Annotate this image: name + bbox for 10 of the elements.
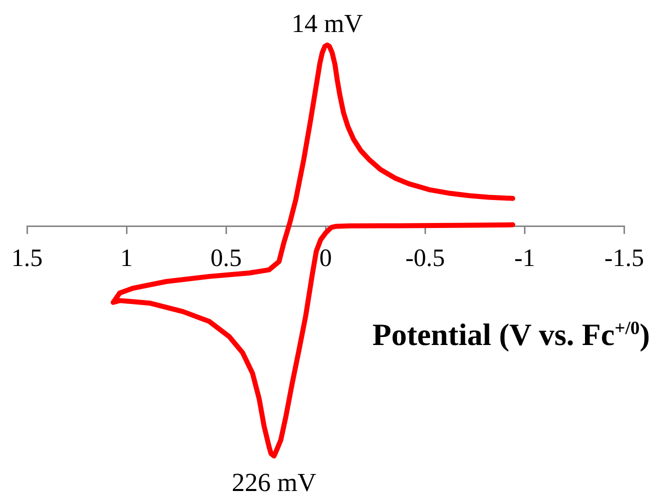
- x-tick-label: -0.5: [405, 244, 445, 272]
- x-tick-label: 0.5: [210, 244, 242, 272]
- x-tick-label: 1.5: [11, 244, 43, 272]
- x-tick-label: 1: [120, 244, 133, 272]
- x-tick-label: -1.5: [604, 244, 644, 272]
- annotation: 226 mV: [232, 468, 317, 495]
- annotation: 14 mV: [291, 9, 364, 38]
- x-tick-label: -1: [514, 244, 536, 272]
- x-axis-title: Potential (V vs. Fc$^{+/0}$): [372, 317, 650, 352]
- x-tick-label: 0: [319, 244, 332, 272]
